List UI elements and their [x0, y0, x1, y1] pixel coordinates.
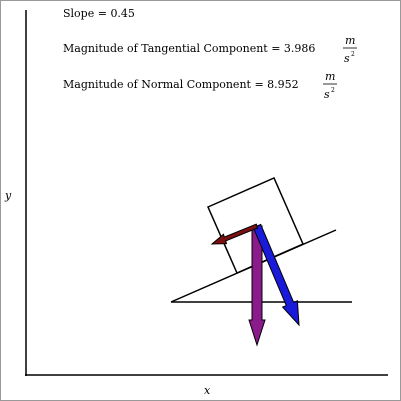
unit-numerator: m — [325, 70, 335, 83]
tangential-label: Magnitude of Tangential Component = 3.98… — [63, 42, 315, 55]
x-axis-label: x — [204, 384, 211, 397]
unit-denominator: s — [324, 88, 330, 101]
unit-exponent: 2 — [351, 51, 355, 58]
normal-arrow — [252, 223, 300, 327]
normal-label: Magnitude of Normal Component = 8.952 — [63, 78, 299, 91]
unit-exponent: 2 — [331, 87, 335, 94]
y-axis-label: y — [4, 189, 12, 202]
unit-denominator: s — [344, 52, 350, 65]
block — [207, 177, 304, 274]
slope-label: Slope = 0.45 — [63, 7, 135, 20]
unit-numerator: m — [345, 34, 355, 47]
tangential-arrow — [210, 223, 259, 245]
